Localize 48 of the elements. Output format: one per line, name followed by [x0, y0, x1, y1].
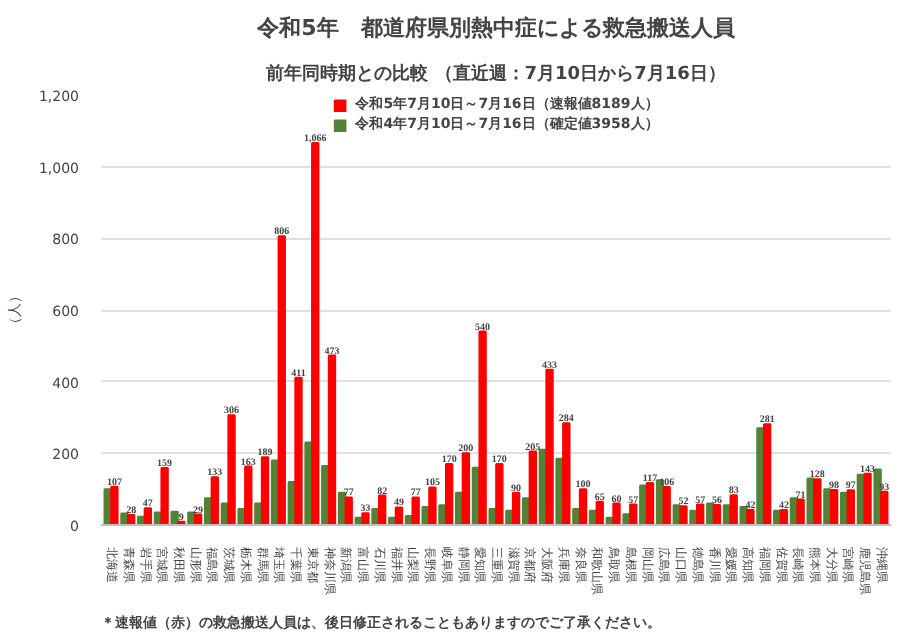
bar [712, 503, 722, 525]
bar [378, 494, 387, 525]
bar [160, 467, 169, 525]
bar [645, 482, 655, 525]
bar [110, 485, 119, 525]
bar [210, 476, 219, 525]
bar [880, 490, 889, 525]
bar [612, 502, 621, 525]
bar [679, 505, 688, 525]
chart-title: 令和5年 都道府県別熱中症による救急搬送人員 [255, 15, 737, 41]
bar [779, 508, 789, 525]
bar [729, 494, 738, 525]
bar [478, 330, 487, 525]
bar [813, 478, 822, 525]
bar [662, 486, 671, 525]
chart-subtitle: 前年同時期との比較 （直近週：7月10日から7月16日） [264, 63, 726, 85]
bar [143, 507, 153, 525]
bar [126, 513, 136, 525]
bar [762, 423, 772, 525]
bar [578, 488, 588, 525]
bar [746, 508, 755, 525]
bar [629, 503, 638, 525]
bar [294, 376, 303, 525]
bar [170, 510, 179, 525]
bar [796, 498, 805, 525]
bar [495, 463, 504, 525]
bar [829, 488, 839, 525]
bar [227, 414, 236, 525]
bar [244, 465, 253, 525]
bar [696, 503, 705, 525]
bar [846, 489, 856, 525]
bar [562, 422, 571, 525]
bar [863, 472, 872, 525]
bar [411, 496, 420, 525]
bar [428, 486, 437, 525]
bar [344, 496, 353, 525]
bar [311, 142, 320, 525]
bar [461, 452, 471, 525]
bar [277, 235, 286, 525]
bar [327, 354, 337, 525]
bar [528, 450, 537, 525]
bar [361, 512, 370, 525]
bar [511, 491, 521, 525]
bar [444, 463, 454, 525]
bar [545, 368, 554, 525]
bar [595, 500, 604, 525]
bar [260, 456, 270, 525]
bar [394, 506, 404, 525]
